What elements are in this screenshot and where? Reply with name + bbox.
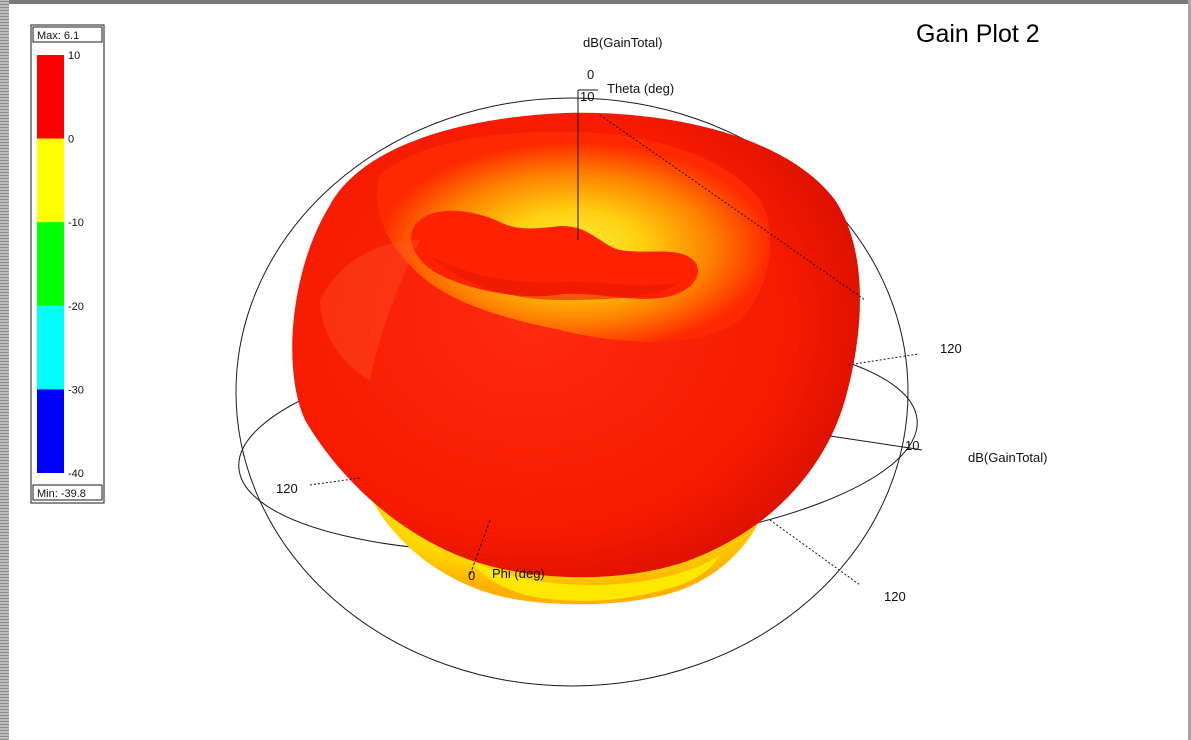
window-left-splitter[interactable] xyxy=(0,0,9,740)
legend-tick-label: -30 xyxy=(68,384,84,396)
legend-tick-label: 10 xyxy=(68,50,80,62)
tick-120-left-dotted xyxy=(309,477,361,486)
legend-tick-label: 0 xyxy=(68,134,74,146)
theta-axis-label: Theta (deg) xyxy=(607,81,674,96)
pattern-highlight xyxy=(320,240,420,380)
z-axis-label: dB(GainTotal) xyxy=(583,35,662,50)
z-tick-ten: 10 xyxy=(580,89,594,104)
legend-min-box xyxy=(32,484,103,501)
legend-color-bands xyxy=(37,55,64,473)
elevation-ring xyxy=(235,97,909,687)
legend-min-label: Min: -39.8 xyxy=(37,488,86,500)
legend-max-box xyxy=(32,26,103,43)
legend-tick-label: -40 xyxy=(68,468,84,480)
legend-tick-label: -20 xyxy=(68,301,84,313)
phi-axis-label: Phi (deg) xyxy=(492,566,545,581)
tick-120-bottom-dotted xyxy=(769,519,861,586)
x-axis-extension xyxy=(909,447,923,451)
tick-120-bottom: 120 xyxy=(884,589,906,604)
axis-labels: dB(GainTotal) 0 10 Theta (deg) dB(GainTo… xyxy=(276,35,1047,604)
legend-tick-labels: 10 0 -10 -20 -30 -40 xyxy=(68,50,84,480)
window-top-border xyxy=(0,0,1191,4)
phi-tick-zero: 0 xyxy=(468,568,475,583)
tick-120-right: 120 xyxy=(940,341,962,356)
axes-front xyxy=(309,89,923,586)
tick-120-left: 120 xyxy=(276,481,298,496)
window-right-border xyxy=(1188,0,1191,740)
legend-band-2 xyxy=(37,222,64,306)
pattern-underside-lumps xyxy=(470,555,720,601)
legend-band-3 xyxy=(37,305,64,390)
legend-max-label: Max: 6.1 xyxy=(37,30,79,42)
legend-band-0 xyxy=(37,55,64,139)
legend-band-1 xyxy=(37,138,64,223)
legend-tick-label: -10 xyxy=(68,217,84,229)
x-axis-line xyxy=(829,435,911,449)
x-axis-label: dB(GainTotal) xyxy=(968,450,1047,465)
z-tick-zero: 0 xyxy=(587,67,594,82)
color-legend[interactable]: Max: 6.1 10 0 -10 -20 -30 -40 Min: -39.8 xyxy=(30,24,105,504)
tick-120-right-dotted xyxy=(847,353,919,366)
pattern-ridge-shadow xyxy=(430,255,680,300)
x-tick-ten: 10 xyxy=(905,438,919,453)
legend-band-4 xyxy=(37,389,64,473)
plot-title: Gain Plot 2 xyxy=(916,20,1040,48)
radiation-pattern-3d xyxy=(292,112,860,605)
diag-dotted-line xyxy=(599,114,866,301)
